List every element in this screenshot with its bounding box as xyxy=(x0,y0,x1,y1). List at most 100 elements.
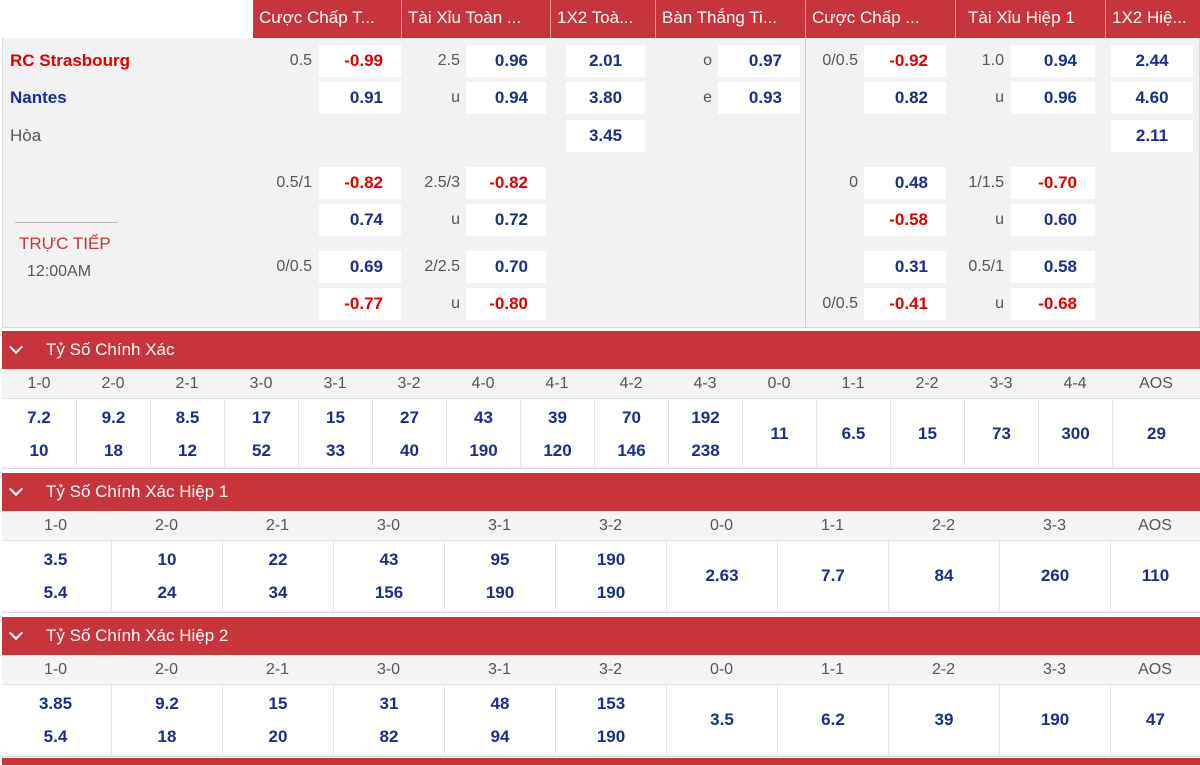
score-cell[interactable]: 17 52 xyxy=(224,399,298,469)
score-odds[interactable]: 6.5 xyxy=(841,424,866,443)
chevron-down-icon[interactable] xyxy=(8,339,24,355)
h1-ou-under-odds[interactable]: 0.96 xyxy=(1011,82,1095,114)
score-odds[interactable]: 190 xyxy=(1040,710,1070,729)
score-odds[interactable]: 9.2 xyxy=(155,694,179,713)
score-odds-reverse[interactable]: 190 xyxy=(596,727,626,746)
score-odds-reverse[interactable]: 94 xyxy=(490,727,510,746)
score-odds-reverse[interactable]: 12 xyxy=(178,441,197,460)
score-odds[interactable]: 22 xyxy=(268,550,288,569)
score-cell[interactable]: 15 20 xyxy=(222,685,333,757)
score-cell[interactable]: 260 xyxy=(999,541,1110,613)
score-cell[interactable]: 192 238 xyxy=(668,399,742,469)
score-cell[interactable]: 70 146 xyxy=(594,399,668,469)
score-odds[interactable]: 95 xyxy=(490,550,510,569)
h1-hdp-away-odds[interactable]: -0.41 xyxy=(864,288,946,320)
score-odds[interactable]: 2.63 xyxy=(705,566,739,585)
score-odds-reverse[interactable]: 190 xyxy=(469,441,498,460)
score-cell[interactable]: 6.2 xyxy=(777,685,888,757)
score-odds[interactable]: 47 xyxy=(1146,710,1165,729)
h1-ou-over-odds[interactable]: 0.94 xyxy=(1011,45,1095,77)
score-odds[interactable]: 70 xyxy=(622,408,641,427)
score-odds[interactable]: 43 xyxy=(474,408,493,427)
score-odds[interactable]: 3.85 xyxy=(38,694,73,713)
score-cell[interactable]: 73 xyxy=(964,399,1038,469)
odd-odds[interactable]: 0.97 xyxy=(718,45,800,77)
score-odds[interactable]: 153 xyxy=(596,694,626,713)
score-odds-reverse[interactable]: 10 xyxy=(29,441,49,460)
score-cell[interactable]: 3.85 5.4 xyxy=(0,685,111,757)
score-odds[interactable]: 29 xyxy=(1147,424,1166,443)
score-odds[interactable]: 39 xyxy=(548,408,567,427)
score-cell[interactable]: 39 xyxy=(888,685,999,757)
score-cell[interactable]: 10 24 xyxy=(111,541,222,613)
col-ft-over-under[interactable]: Tài Xỉu Toàn ... xyxy=(401,0,550,38)
score-cell[interactable]: 9.2 18 xyxy=(111,685,222,757)
score-odds-reverse[interactable]: 120 xyxy=(543,441,572,460)
score-odds[interactable]: 3.5 xyxy=(710,710,734,729)
score-cell[interactable]: 300 xyxy=(1038,399,1112,469)
score-cell[interactable]: 2.63 xyxy=(666,541,777,613)
ft-ou-under-odds[interactable]: 0.72 xyxy=(466,204,546,236)
score-odds[interactable]: 190 xyxy=(596,550,626,569)
score-cell[interactable]: 27 40 xyxy=(372,399,446,469)
score-odds-reverse[interactable]: 34 xyxy=(268,583,288,602)
chevron-down-icon[interactable] xyxy=(8,481,24,497)
score-odds[interactable]: 27 xyxy=(400,408,419,427)
score-odds[interactable]: 192 xyxy=(691,408,720,427)
score-odds-reverse[interactable]: 190 xyxy=(596,583,626,602)
ft-ou-over-odds[interactable]: 0.96 xyxy=(466,45,546,77)
h1-1x2-away[interactable]: 4.60 xyxy=(1111,82,1193,114)
score-odds[interactable]: 15 xyxy=(268,694,288,713)
score-cell[interactable]: 29 xyxy=(1112,399,1200,469)
score-cell[interactable]: 8.5 12 xyxy=(150,399,224,469)
score-cell[interactable]: 190 190 xyxy=(555,541,666,613)
score-cell[interactable]: 7.7 xyxy=(777,541,888,613)
ft-ou-over-odds[interactable]: 0.70 xyxy=(466,251,546,283)
ft-hdp-away-odds[interactable]: 0.74 xyxy=(319,204,401,236)
ft-hdp-home-odds[interactable]: -0.82 xyxy=(319,167,401,199)
ft-hdp-home-odds[interactable]: 0.69 xyxy=(319,251,401,283)
score-odds-reverse[interactable]: 82 xyxy=(379,727,399,746)
h1-hdp-home-odds[interactable]: 0.31 xyxy=(864,251,946,283)
score-odds[interactable]: 17 xyxy=(252,408,271,427)
score-odds[interactable]: 48 xyxy=(490,694,510,713)
score-odds[interactable]: 7.2 xyxy=(27,408,51,427)
score-odds-reverse[interactable]: 5.4 xyxy=(43,583,68,602)
ft-hdp-away-odds[interactable]: 0.91 xyxy=(319,82,401,114)
col-h1-1x2[interactable]: 1X2 Hiệ... xyxy=(1105,0,1200,38)
score-odds[interactable]: 3.5 xyxy=(43,550,68,569)
score-odds[interactable]: 73 xyxy=(992,424,1011,443)
h1-hdp-home-odds[interactable]: 0.48 xyxy=(864,167,946,199)
section-correct-score-h2-header[interactable]: Tỷ Số Chính Xác Hiệp 2 xyxy=(2,617,1200,655)
score-odds[interactable]: 39 xyxy=(934,710,954,729)
score-odds-reverse[interactable]: 146 xyxy=(617,441,646,460)
score-odds-reverse[interactable]: 40 xyxy=(400,441,419,460)
score-odds[interactable]: 11 xyxy=(770,424,789,443)
h1-1x2-draw[interactable]: 2.11 xyxy=(1111,120,1193,152)
section-correct-score-header[interactable]: Tỷ Số Chính Xác xyxy=(2,331,1200,369)
score-cell[interactable]: 31 82 xyxy=(333,685,444,757)
ft-ou-under-odds[interactable]: -0.80 xyxy=(466,288,546,320)
h1-1x2-home[interactable]: 2.44 xyxy=(1111,45,1193,77)
section-correct-score-h1-header[interactable]: Tỷ Số Chính Xác Hiệp 1 xyxy=(2,473,1200,511)
score-odds-reverse[interactable]: 18 xyxy=(157,727,177,746)
score-cell[interactable]: 110 xyxy=(1110,541,1200,613)
score-cell[interactable]: 48 94 xyxy=(444,685,555,757)
col-h1-over-under[interactable]: Tài Xỉu Hiệp 1 xyxy=(955,0,1105,38)
h1-ou-under-odds[interactable]: 0.60 xyxy=(1011,204,1095,236)
score-cell[interactable]: 39 120 xyxy=(520,399,594,469)
ft-1x2-home[interactable]: 2.01 xyxy=(566,45,645,77)
score-cell[interactable]: 43 156 xyxy=(333,541,444,613)
score-odds-reverse[interactable]: 156 xyxy=(374,583,404,602)
score-odds[interactable]: 8.5 xyxy=(175,408,200,427)
score-odds[interactable]: 15 xyxy=(326,408,345,427)
ft-ou-under-odds[interactable]: 0.94 xyxy=(466,82,546,114)
score-cell[interactable]: 15 33 xyxy=(298,399,372,469)
score-odds[interactable]: 6.2 xyxy=(821,710,845,729)
h1-ou-under-odds[interactable]: -0.68 xyxy=(1011,288,1095,320)
ft-ou-over-odds[interactable]: -0.82 xyxy=(466,167,546,199)
h1-hdp-home-odds[interactable]: -0.92 xyxy=(864,45,946,77)
h1-ou-over-odds[interactable]: -0.70 xyxy=(1011,167,1095,199)
col-ft-handicap[interactable]: Cược Chấp T... xyxy=(259,8,375,27)
col-goals-odd-even[interactable]: Bàn Thắng Ti... xyxy=(655,0,805,38)
